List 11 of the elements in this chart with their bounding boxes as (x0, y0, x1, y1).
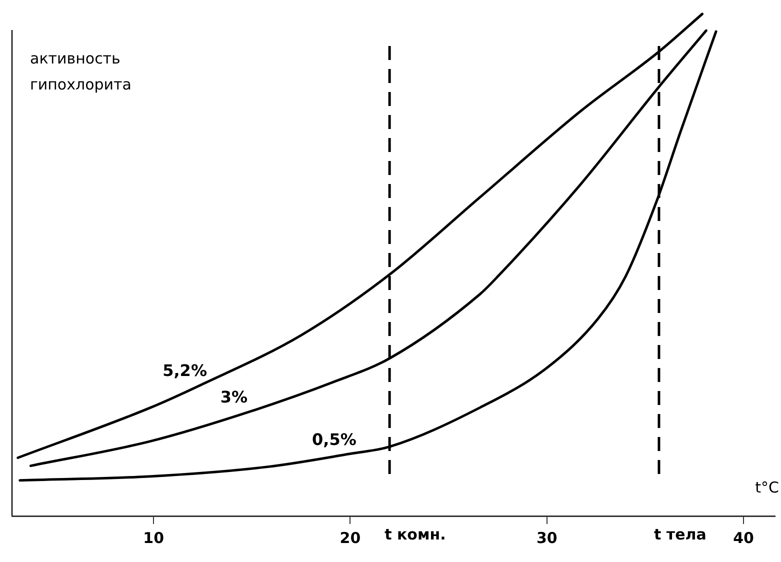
x-tick-label: 30 (536, 528, 558, 547)
x-tick-label: 20 (340, 528, 361, 547)
series-label: 3% (220, 388, 248, 407)
x-axis-title: t°C (755, 478, 779, 496)
ref-line-label: t тела (654, 525, 706, 544)
y-axis-title: активность гипохлорита (30, 49, 132, 94)
ref-line-label: t комн. (384, 525, 446, 544)
series-label: 0,5% (312, 430, 356, 449)
series-label: 5,2% (162, 361, 207, 380)
x-tick-label: 40 (733, 528, 754, 547)
x-tick-label: 10 (143, 528, 164, 547)
